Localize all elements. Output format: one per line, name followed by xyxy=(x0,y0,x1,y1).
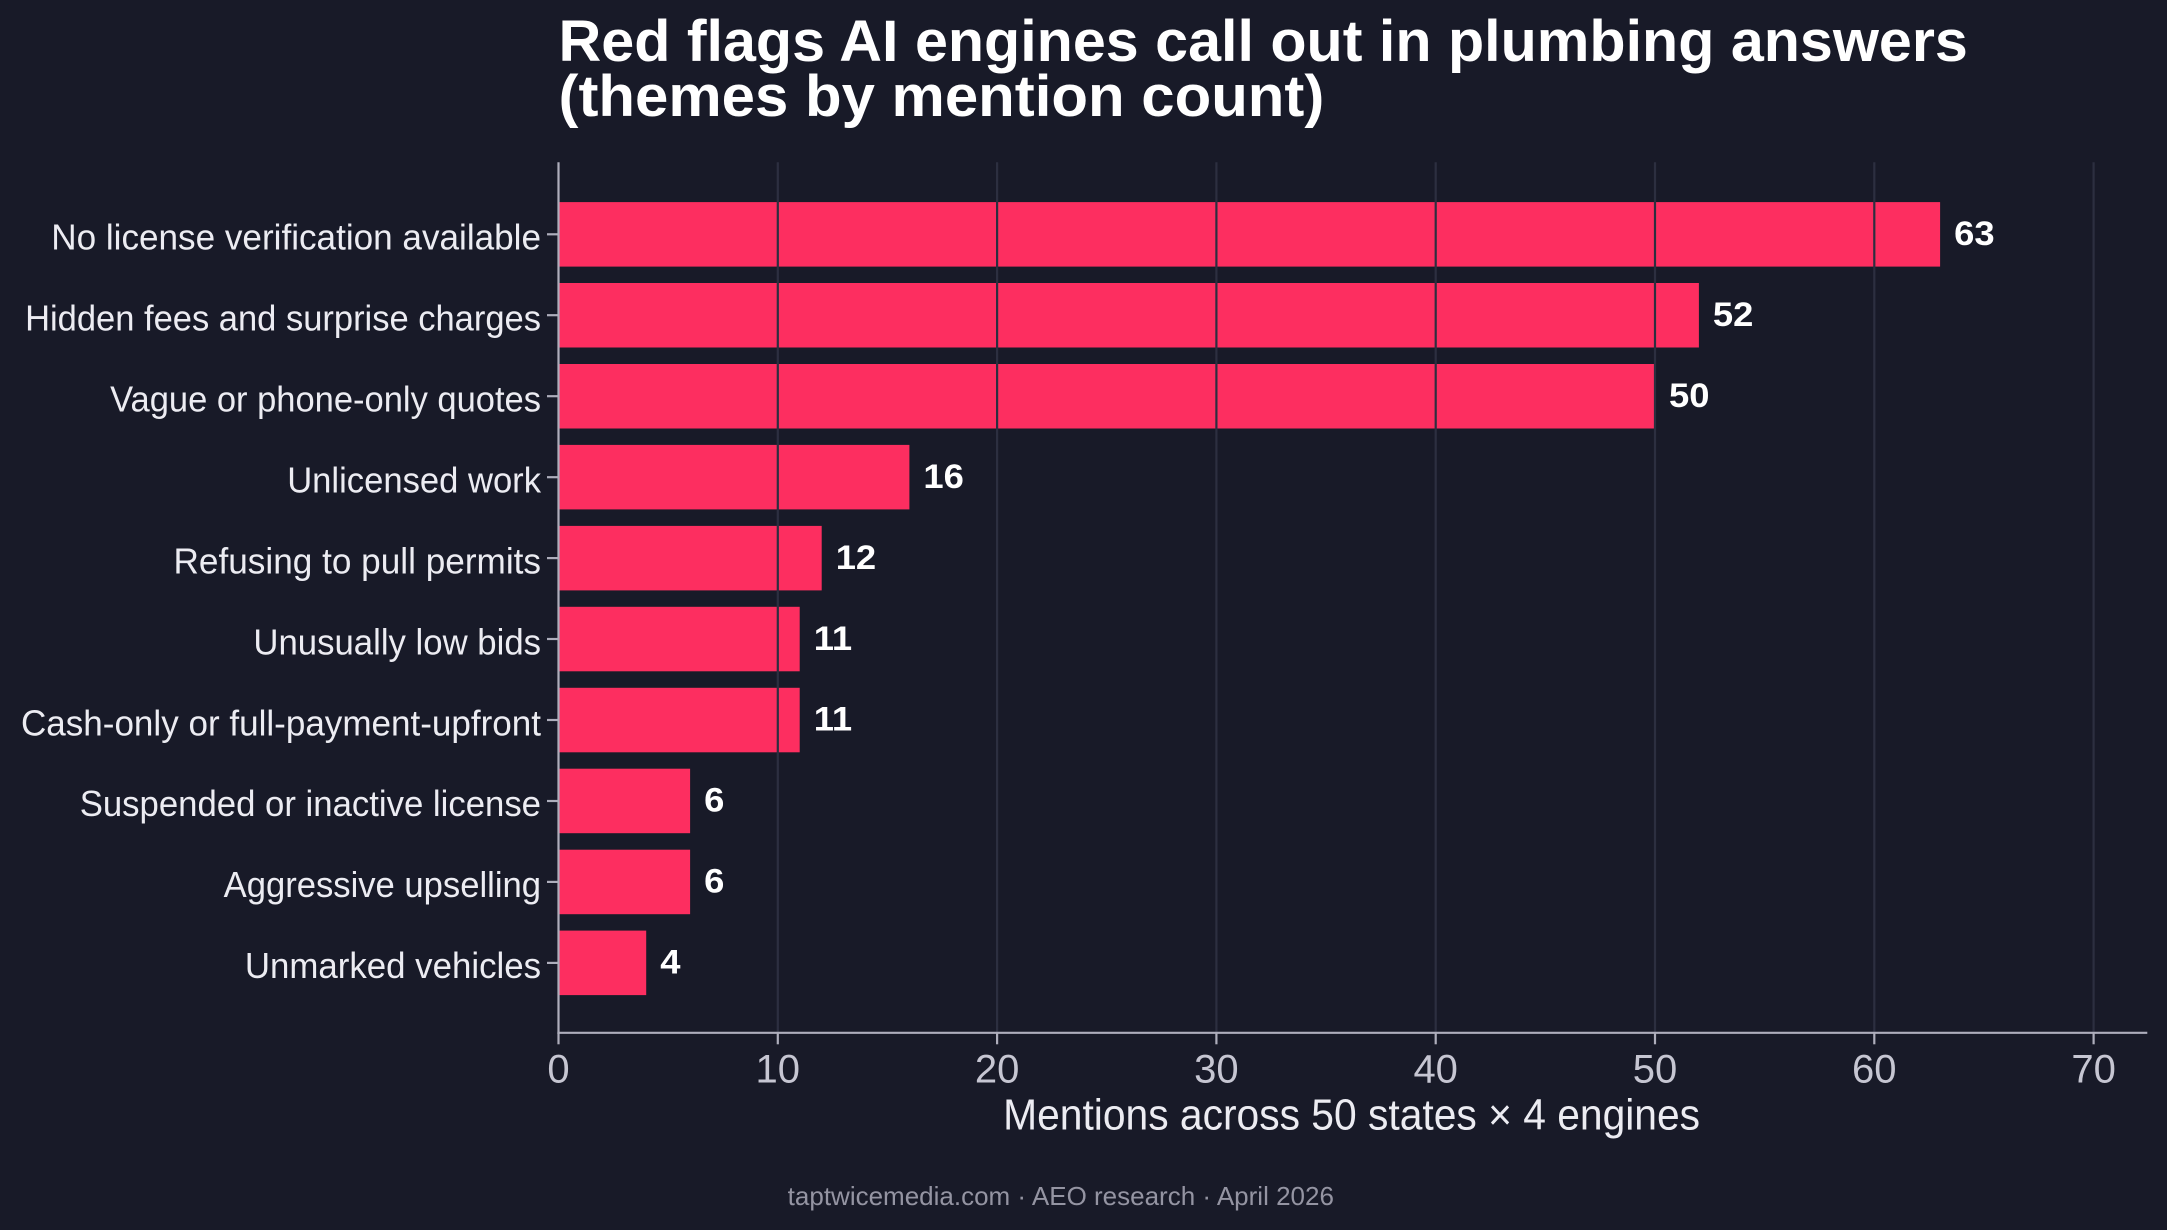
svg-text:Mentions across 50 states × 4: Mentions across 50 states × 4 engines xyxy=(1003,1090,1700,1139)
svg-text:6: 6 xyxy=(704,863,724,901)
svg-text:40: 40 xyxy=(1413,1047,1458,1091)
svg-text:11: 11 xyxy=(814,701,852,739)
svg-text:Cash-only or full-payment-upfr: Cash-only or full-payment-upfront xyxy=(21,703,541,744)
svg-text:Hidden fees and surprise charg: Hidden fees and surprise charges xyxy=(25,299,541,339)
svg-text:10: 10 xyxy=(756,1047,801,1091)
svg-text:taptwicemedia.com · AEO resear: taptwicemedia.com · AEO research · April… xyxy=(788,1181,1334,1211)
svg-text:Red flags AI engines call out: Red flags AI engines call out in plumbin… xyxy=(559,9,1968,73)
svg-text:0: 0 xyxy=(547,1047,569,1091)
svg-text:16: 16 xyxy=(923,458,963,496)
svg-text:11: 11 xyxy=(814,620,852,658)
svg-text:Aggressive upselling: Aggressive upselling xyxy=(224,866,541,906)
svg-text:12: 12 xyxy=(836,539,876,577)
svg-text:4: 4 xyxy=(660,944,681,982)
svg-text:(themes by mention count): (themes by mention count) xyxy=(559,65,1325,129)
svg-text:20: 20 xyxy=(975,1047,1020,1091)
svg-text:50: 50 xyxy=(1669,377,1709,415)
svg-text:60: 60 xyxy=(1852,1047,1897,1091)
svg-text:Unlicensed work: Unlicensed work xyxy=(287,461,541,501)
svg-text:Unmarked vehicles: Unmarked vehicles xyxy=(245,946,541,987)
svg-text:Unusually low bids: Unusually low bids xyxy=(253,623,541,663)
svg-text:Vague or phone-only quotes: Vague or phone-only quotes xyxy=(110,380,541,420)
svg-text:63: 63 xyxy=(1954,215,1994,253)
svg-text:6: 6 xyxy=(704,782,724,820)
svg-text:30: 30 xyxy=(1194,1047,1239,1091)
svg-text:Suspended or inactive license: Suspended or inactive license xyxy=(80,785,541,825)
svg-text:50: 50 xyxy=(1633,1047,1678,1091)
svg-text:No license verification availa: No license verification available xyxy=(51,217,541,257)
svg-text:52: 52 xyxy=(1713,296,1753,334)
svg-text:Refusing to pull permits: Refusing to pull permits xyxy=(174,541,541,581)
svg-text:70: 70 xyxy=(2071,1047,2116,1091)
